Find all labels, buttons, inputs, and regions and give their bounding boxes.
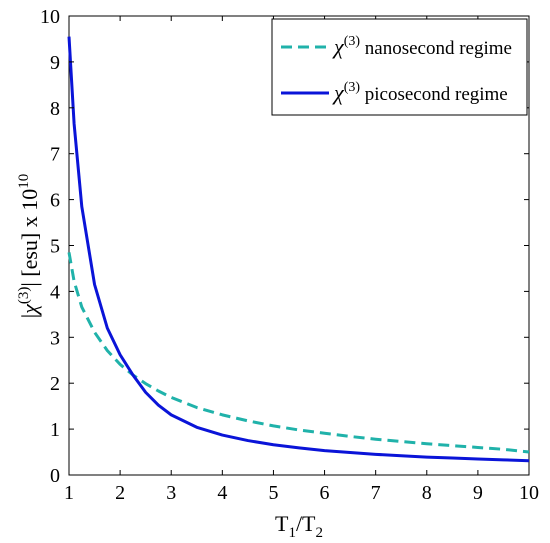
y-tick-label: 1	[50, 419, 60, 441]
legend-box	[271, 18, 528, 116]
legend-label: χ(3) picosecond regime	[332, 80, 508, 105]
y-tick-label: 10	[40, 6, 60, 28]
x-tick-label: 7	[371, 482, 381, 504]
series-layer	[67, 36, 530, 463]
series-line-nanosecond	[67, 252, 530, 454]
x-tick-label: 3	[166, 482, 176, 504]
y-tick-label: 4	[50, 281, 60, 303]
series-line-picosecond	[67, 36, 530, 463]
x-tick-label: 1	[64, 482, 74, 504]
y-tick-label: 9	[50, 52, 60, 74]
x-tick-label: 10	[519, 482, 539, 504]
x-tick-label: 9	[473, 482, 483, 504]
y-axis-label: |χ(3)| [esu] x 1010	[16, 174, 42, 318]
x-tick-label: 5	[268, 482, 278, 504]
legend-label: χ(3) nanosecond regime	[332, 34, 512, 59]
y-tick-label: 2	[50, 373, 60, 395]
y-tick-label: 5	[50, 236, 60, 258]
y-tick-label: 0	[50, 465, 60, 487]
x-axis-label: T1/T2	[275, 511, 323, 541]
x-tick-label: 2	[115, 482, 125, 504]
y-tick-label: 3	[50, 327, 60, 349]
legend: χ(3) nanosecond regime χ(3) picosecond re…	[271, 18, 528, 116]
x-tick-label: 6	[320, 482, 330, 504]
y-tick-label: 8	[50, 98, 60, 120]
x-tick-label: 4	[217, 482, 227, 504]
y-tick-label: 7	[50, 144, 60, 166]
x-tick-label: 8	[422, 482, 432, 504]
y-tick-label: 6	[50, 190, 60, 212]
